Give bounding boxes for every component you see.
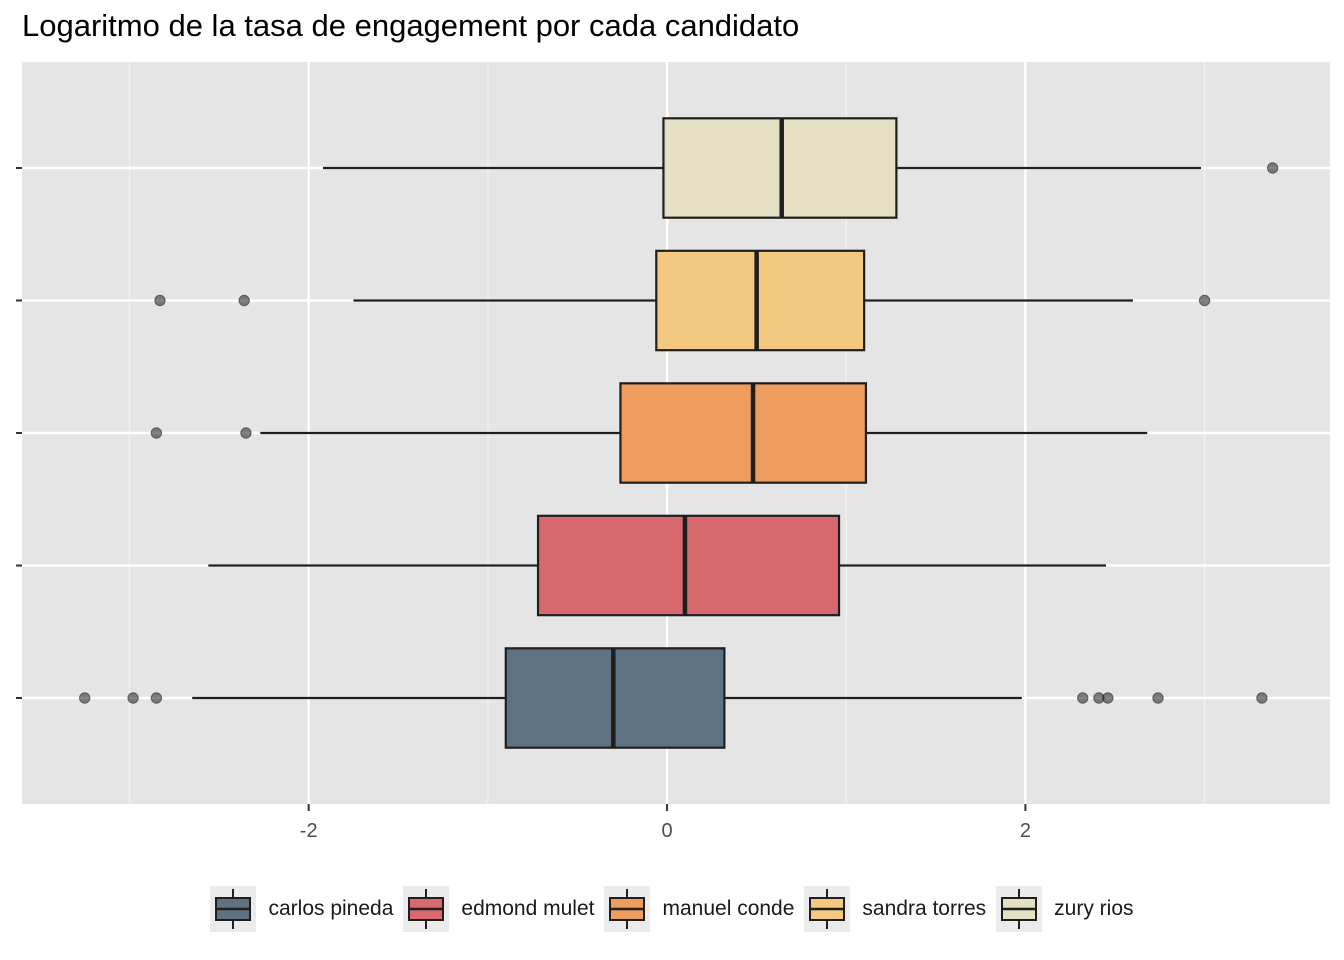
outlier-point bbox=[79, 692, 91, 704]
box-iqr bbox=[619, 382, 868, 484]
legend-key bbox=[604, 886, 651, 932]
outlier-point bbox=[240, 427, 252, 439]
box-sandra-torres bbox=[154, 249, 1211, 352]
x-axis: -2 0 2 bbox=[16, 167, 1031, 842]
legend-key bbox=[210, 886, 257, 932]
outlier-point bbox=[1256, 692, 1268, 704]
x-tick-label: 2 bbox=[1020, 820, 1031, 842]
legend-item: carlos pineda bbox=[210, 884, 393, 934]
legend-label: manuel conde bbox=[662, 897, 795, 920]
legend-item: manuel conde bbox=[604, 884, 794, 934]
outlier-point bbox=[238, 294, 250, 307]
outlier-point bbox=[1266, 162, 1279, 174]
legend-key bbox=[804, 886, 851, 932]
boxplots bbox=[79, 117, 1279, 749]
legend-item: sandra torres bbox=[804, 884, 986, 934]
outlier-point bbox=[127, 692, 139, 704]
outlier-point bbox=[154, 294, 166, 307]
box-iqr bbox=[655, 249, 866, 352]
box-edmond-mulet bbox=[208, 514, 1107, 617]
legend-item: zury rios bbox=[996, 884, 1134, 934]
x-tick-label: 0 bbox=[661, 820, 672, 842]
outlier-point bbox=[1077, 692, 1089, 704]
box-carlos-pineda bbox=[79, 647, 1268, 749]
x-tick-label: -2 bbox=[300, 820, 318, 842]
legend-label: zury rios bbox=[1054, 897, 1134, 920]
outlier-point bbox=[150, 692, 163, 704]
box-zury-rios bbox=[323, 117, 1279, 219]
legend-key bbox=[996, 886, 1043, 932]
legend-item: edmond mulet bbox=[403, 884, 594, 934]
chart-title: Logaritmo de la tasa de engagement por c… bbox=[22, 8, 800, 43]
outlier-point bbox=[1198, 294, 1211, 307]
outlier-point bbox=[1102, 692, 1114, 704]
legend-key bbox=[403, 886, 450, 932]
box-manuel-conde bbox=[150, 382, 1148, 484]
box-iqr bbox=[536, 514, 841, 617]
legend-label: sandra torres bbox=[862, 897, 987, 920]
outlier-point bbox=[150, 427, 163, 439]
legend-label: edmond mulet bbox=[461, 897, 595, 920]
legend: carlos pineda edmond mulet manuel conde san… bbox=[0, 884, 1344, 934]
plot-area: -2 0 2 bbox=[16, 62, 1330, 842]
legend-label: carlos pineda bbox=[268, 897, 394, 920]
outlier-point bbox=[1152, 692, 1164, 704]
